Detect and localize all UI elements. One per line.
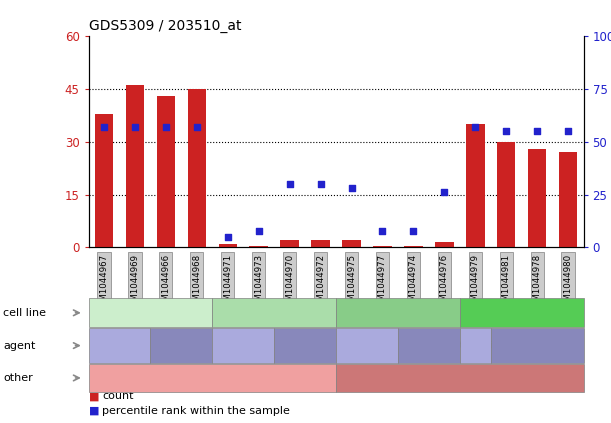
Text: sotrastaurin: sotrastaurin — [452, 341, 499, 350]
Point — [378, 227, 387, 234]
Bar — [89, 364, 336, 392]
Point — [563, 128, 573, 135]
Point — [316, 181, 326, 187]
Bar — [497, 142, 516, 247]
Text: sotrastaurin: sotrastaurin — [214, 341, 273, 351]
Bar — [491, 328, 584, 363]
Text: sotrastaurin-sensitive: sotrastaurin-sensitive — [152, 373, 273, 383]
Bar — [312, 240, 330, 247]
Bar — [89, 298, 213, 327]
Text: GDS5309 / 203510_at: GDS5309 / 203510_at — [89, 19, 241, 33]
Point — [254, 227, 263, 234]
Text: sotrastaurin-insensitive: sotrastaurin-insensitive — [394, 373, 525, 383]
Bar — [274, 328, 336, 363]
Bar — [459, 328, 491, 363]
Bar — [213, 298, 336, 327]
Text: control: control — [412, 341, 445, 351]
Text: agent: agent — [3, 341, 35, 351]
Text: sotrastaurin: sotrastaurin — [337, 341, 397, 351]
Point — [192, 124, 202, 130]
Bar — [89, 328, 150, 363]
Text: other: other — [3, 373, 33, 383]
Bar — [249, 246, 268, 247]
Bar — [95, 113, 114, 247]
Text: cell line: cell line — [3, 308, 46, 318]
Bar — [219, 244, 237, 247]
Text: sotrastaurin: sotrastaurin — [90, 341, 149, 351]
Point — [409, 227, 419, 234]
Bar — [156, 96, 175, 247]
Point — [439, 189, 449, 196]
Point — [532, 128, 542, 135]
Bar — [558, 152, 577, 247]
Text: count: count — [102, 391, 134, 401]
Bar — [188, 89, 206, 247]
Text: Maver-1: Maver-1 — [499, 308, 544, 318]
Point — [501, 128, 511, 135]
Text: control: control — [520, 341, 554, 351]
Bar — [398, 328, 459, 363]
Bar — [126, 85, 144, 247]
Bar — [435, 242, 453, 247]
Point — [346, 185, 356, 192]
Text: Z138: Z138 — [384, 308, 412, 318]
Bar — [150, 328, 213, 363]
Bar — [336, 328, 398, 363]
Bar — [404, 246, 423, 247]
Bar — [213, 328, 274, 363]
Point — [470, 124, 480, 130]
Point — [99, 124, 109, 130]
Text: Mino: Mino — [261, 308, 288, 318]
Text: percentile rank within the sample: percentile rank within the sample — [102, 406, 290, 416]
Bar — [459, 298, 584, 327]
Bar — [342, 240, 360, 247]
Text: ■: ■ — [89, 406, 99, 416]
Bar — [373, 246, 392, 247]
Point — [285, 181, 295, 187]
Bar — [280, 240, 299, 247]
Point — [223, 233, 233, 240]
Bar — [528, 149, 546, 247]
Bar — [336, 298, 459, 327]
Text: control: control — [164, 341, 198, 351]
Text: ■: ■ — [89, 391, 99, 401]
Text: control: control — [288, 341, 322, 351]
Text: Jeko-1: Jeko-1 — [133, 308, 167, 318]
Bar — [336, 364, 584, 392]
Bar — [466, 124, 485, 247]
Point — [161, 124, 171, 130]
Point — [130, 124, 140, 130]
